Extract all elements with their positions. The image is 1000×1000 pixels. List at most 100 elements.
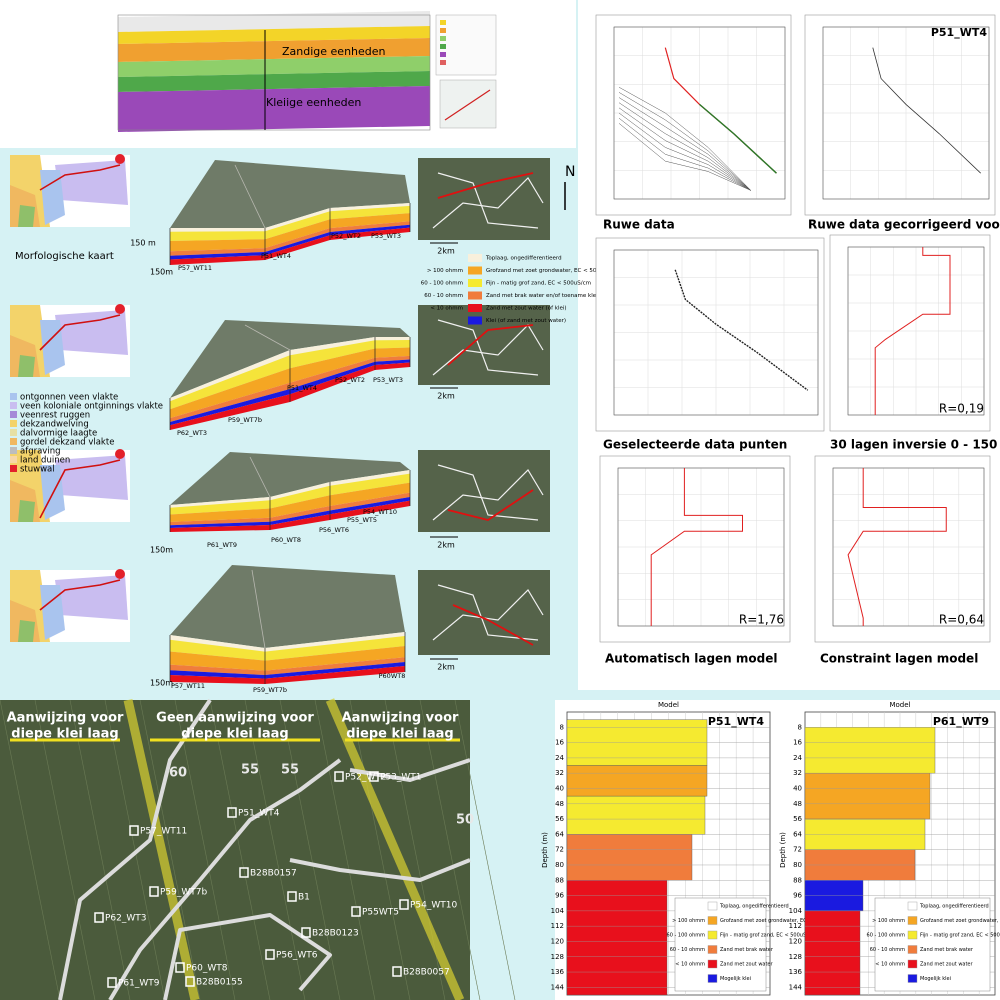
legend-label: Zand met brak water [720, 947, 774, 953]
well-label: B28B0155 [196, 978, 243, 988]
morph-title: Morfologische kaart [15, 251, 114, 262]
legend-swatch [707, 945, 718, 954]
legend-swatch [907, 916, 918, 925]
y-tick-label: 40 [793, 784, 802, 792]
well-marker [369, 771, 379, 782]
layer [566, 834, 693, 881]
morph-stuwwal [115, 449, 125, 459]
panel-caption: Geselecteerde data punten [603, 438, 787, 452]
well-marker [287, 891, 297, 902]
section-layer [170, 646, 405, 671]
well-label: P57_WT11 [140, 827, 187, 837]
legend-swatch [440, 44, 446, 49]
section-layer [170, 482, 410, 523]
y-tick-label: 24 [793, 754, 802, 762]
base-label: 150m [150, 679, 173, 688]
legend-box [674, 897, 767, 992]
section-layer [170, 205, 410, 241]
morph-zone [55, 575, 128, 620]
contour [163, 913, 332, 1000]
section-layer [170, 657, 405, 675]
section-layer [170, 203, 410, 232]
well-label: B1 [298, 893, 310, 903]
axes [847, 246, 985, 416]
section-trace [39, 164, 121, 191]
map-route [432, 324, 544, 376]
site-map [418, 570, 550, 655]
section-layer [170, 470, 410, 508]
section-layer [170, 347, 410, 419]
map-route [432, 469, 544, 521]
field-line [314, 699, 376, 1000]
model-curve [847, 468, 947, 626]
morph-stuwwal [115, 569, 125, 579]
model-curve [650, 468, 743, 626]
legend-label: Toplaag, ongedifferentieerd [719, 904, 789, 910]
y-tick-label: 120 [789, 937, 802, 945]
unit-label: Kleiige eenheden [266, 96, 361, 109]
well-label: P60_WT8 [271, 536, 301, 544]
contour-label: 55 [281, 763, 299, 778]
legend-swatch [907, 945, 918, 954]
contour [289, 858, 471, 882]
morph-stuwwal [115, 154, 125, 164]
well-marker [107, 977, 117, 988]
morph-zone [18, 500, 35, 522]
map-route [437, 584, 539, 641]
legend-label: Fijn - matig grof zand, EC < 500uS/cm [720, 933, 816, 939]
legend-box [874, 897, 991, 992]
legend-swatch [907, 901, 918, 911]
y-tick-label: 120 [551, 937, 564, 945]
well-marker [149, 886, 159, 897]
section-layer [170, 666, 405, 684]
legend-swatch [440, 60, 446, 65]
y-tick-label: 72 [793, 846, 802, 854]
section-layer [170, 224, 410, 260]
layer [566, 765, 708, 797]
y-tick-label: 72 [555, 846, 564, 854]
y-tick-label: 48 [555, 800, 564, 808]
y-tick-label: 40 [555, 784, 564, 792]
y-tick-label: 96 [555, 892, 564, 900]
legend-label: gordel dekzand vlakte [20, 438, 114, 448]
axes [832, 467, 985, 627]
legend-swatch [440, 36, 446, 41]
section-layer [170, 497, 410, 528]
section-layer [170, 227, 410, 265]
legend-swatch [10, 429, 17, 436]
legend-label: Zand met zout water (of klei) [486, 306, 567, 312]
field-line [104, 699, 166, 1000]
legend-swatch [907, 930, 918, 940]
map-section [447, 489, 534, 521]
stratum [118, 71, 430, 92]
highway [123, 699, 200, 1000]
well-label: P61_WT9 [933, 715, 989, 728]
legend-swatch [10, 402, 17, 409]
legend-range: > 100 ohmm [427, 268, 463, 274]
y-tick-label: 96 [793, 892, 802, 900]
map-annotation: diepe klei laag [346, 727, 453, 742]
y-tick-label: 80 [555, 861, 564, 869]
legend-swatch [707, 916, 718, 925]
legend-label: Zand met zout water [920, 962, 974, 968]
well-label: P60WT8 [379, 672, 406, 680]
map-section [452, 604, 534, 646]
legend-label: Toplaag, ongedifferentieerd [485, 256, 562, 262]
well-marker [227, 807, 237, 818]
chart-title: Model [658, 701, 679, 709]
well-marker [334, 771, 344, 782]
legend-swatch [10, 456, 17, 463]
well-label: P59_WT7b [253, 686, 287, 694]
section-layer [170, 636, 405, 661]
raw-curve [618, 97, 751, 191]
fit-label: R=1,76 [739, 613, 784, 627]
layer [804, 910, 861, 996]
legend-swatch [10, 411, 17, 418]
y-tick-label: 144 [551, 983, 565, 991]
y-tick-label: 88 [555, 876, 564, 884]
y-tick-label: 56 [555, 815, 564, 823]
road [244, 324, 291, 351]
legend-range: < 10 ohmm [875, 962, 905, 968]
panel-caption: Constraint lagen model [820, 652, 978, 666]
